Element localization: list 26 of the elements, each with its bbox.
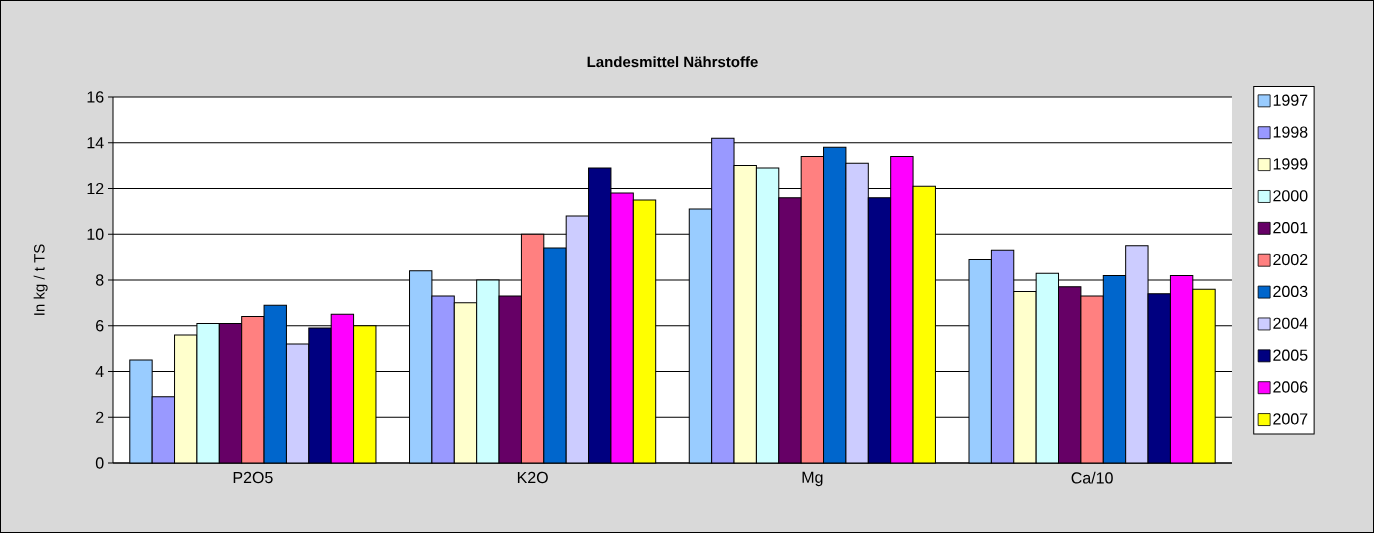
x-tick-label: K2O — [517, 471, 548, 484]
y-tick-label: 12 — [87, 182, 104, 195]
x-tick-label: Ca/10 — [1071, 471, 1113, 484]
legend-label: 1997 — [1273, 94, 1308, 106]
y-tick-label: 8 — [95, 274, 104, 286]
legend-label: 2006 — [1273, 381, 1308, 393]
legend-label: 2004 — [1273, 317, 1308, 329]
legend-label: 2007 — [1273, 413, 1308, 425]
y-tick-label: 6 — [96, 320, 104, 332]
legend-label: 2005 — [1273, 349, 1308, 361]
y-tick-label: 4 — [95, 365, 104, 377]
legend-label: 1998 — [1273, 126, 1308, 138]
y-tick-label: 14 — [87, 137, 104, 149]
y-tick-label: 16 — [87, 91, 104, 103]
legend-label: 2003 — [1273, 285, 1308, 298]
y-tick-label: 0 — [95, 457, 104, 469]
legend-label: 1999 — [1273, 158, 1308, 170]
x-tick-label: Mg — [802, 471, 823, 487]
x-tick-label: P2O5 — [233, 471, 273, 484]
legend-label: 2000 — [1273, 190, 1308, 202]
y-axis-title: In kg / t TS — [33, 244, 48, 315]
legend-label: 2001 — [1273, 222, 1308, 234]
y-tick-label: 10 — [87, 228, 104, 240]
chart-title: Landesmittel Nährstoffe — [587, 56, 758, 68]
legend-label: 2002 — [1273, 253, 1308, 266]
y-tick-label: 2 — [96, 411, 104, 423]
